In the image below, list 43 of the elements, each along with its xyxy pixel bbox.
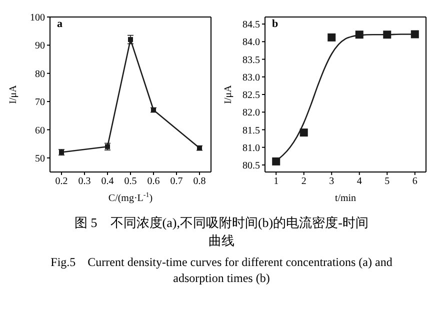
y-tick-label: 81.5 <box>242 125 260 136</box>
x-tick-label: 4 <box>356 176 362 188</box>
annotation: b <box>272 18 278 30</box>
x-tick-label: 0.7 <box>170 176 183 188</box>
caption: 图 5 不同浓度(a),不同吸附时间(b)的电流密度-时间曲线 <box>74 214 370 250</box>
y-axis-title: I/μA <box>8 84 19 104</box>
x-tick-label: 5 <box>384 176 390 188</box>
y-tick-label: 84.0 <box>242 37 260 48</box>
x-tick-label: 6 <box>412 176 418 188</box>
y-tick-label: 50 <box>35 153 45 164</box>
point <box>410 30 419 38</box>
y-tick-label: 100 <box>30 12 45 24</box>
x-tick-label: 0.5 <box>124 176 137 188</box>
y-tick-label: 83.5 <box>242 54 260 66</box>
y-tick-label: 82.5 <box>242 90 260 102</box>
x-tick-label: 0.3 <box>78 176 91 188</box>
point <box>272 157 280 166</box>
point <box>300 128 308 137</box>
point <box>383 30 392 39</box>
point <box>328 33 336 42</box>
x-axis-title: C/(mg·L$^{-1}$) <box>108 191 153 204</box>
caption: Fig.5 Current density-time curves for different concentrations (a) and adsorption times (b) <box>50 254 394 286</box>
y-tick-label: 60 <box>35 125 45 136</box>
point <box>355 30 364 39</box>
y-tick-label: 81.0 <box>242 142 260 154</box>
x-axis-title: t/min <box>334 193 356 204</box>
y-tick-label: 80.5 <box>242 160 260 172</box>
point <box>128 37 133 42</box>
y-tick-label: 70 <box>35 97 45 108</box>
y-tick-label: 83.0 <box>242 72 260 84</box>
x-tick-label: 3 <box>329 176 334 188</box>
y-tick-label: 90 <box>35 40 45 52</box>
x-tick-label: 0.6 <box>147 176 160 188</box>
x-tick-label: 0.8 <box>193 176 206 188</box>
annotation: a <box>57 18 62 30</box>
x-tick-label: 2 <box>301 176 306 188</box>
y-tick-label: 84.5 <box>242 20 260 31</box>
y-tick-label: 82.0 <box>242 108 260 119</box>
x-tick-label: 0.2 <box>55 176 68 188</box>
y-tick-label: 80 <box>35 68 45 80</box>
y-axis-title: I/μA <box>223 84 234 104</box>
x-tick-label: 0.4 <box>101 176 114 188</box>
x-tick-label: 1 <box>274 176 279 188</box>
